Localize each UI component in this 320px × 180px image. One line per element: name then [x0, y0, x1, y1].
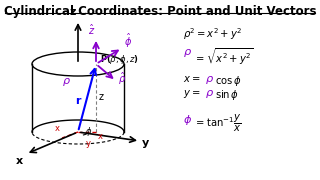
Text: x: x [98, 132, 103, 141]
Text: $\rho$: $\rho$ [62, 76, 71, 88]
Text: Cylindrical Coordinates: Point and Unit Vectors: Cylindrical Coordinates: Point and Unit … [4, 5, 316, 18]
Text: $\phi$: $\phi$ [85, 125, 92, 138]
Text: $= \tan^{-1}\!\dfrac{y}{x}$: $= \tan^{-1}\!\dfrac{y}{x}$ [194, 113, 241, 134]
Text: $= \sqrt{x^2 + y^2}$: $= \sqrt{x^2 + y^2}$ [194, 47, 254, 67]
Text: P($\rho,\phi,z$): P($\rho,\phi,z$) [100, 53, 139, 66]
Text: $\hat{\rho}$: $\hat{\rho}$ [118, 71, 126, 87]
Text: $\hat{\phi}$: $\hat{\phi}$ [124, 32, 132, 50]
Text: $y = $: $y = $ [183, 88, 200, 100]
Text: z: z [99, 92, 104, 102]
Text: r: r [75, 96, 81, 106]
Text: $\phi$: $\phi$ [183, 113, 192, 127]
Text: $x = $: $x = $ [183, 74, 200, 84]
Text: $\rho^2 = x^2 + y^2$: $\rho^2 = x^2 + y^2$ [183, 26, 242, 42]
Text: x: x [55, 124, 60, 133]
Text: x: x [16, 156, 23, 166]
Text: $\rho$: $\rho$ [205, 74, 214, 86]
Text: $\sin\phi$: $\sin\phi$ [215, 88, 239, 102]
Text: z: z [70, 7, 76, 17]
Text: $\cos\phi$: $\cos\phi$ [215, 74, 242, 88]
Text: y: y [85, 139, 91, 148]
Text: $\rho$: $\rho$ [183, 47, 192, 59]
Text: $\hat{z}$: $\hat{z}$ [88, 23, 95, 37]
Text: y: y [142, 138, 149, 148]
Text: $\rho$: $\rho$ [205, 88, 214, 100]
